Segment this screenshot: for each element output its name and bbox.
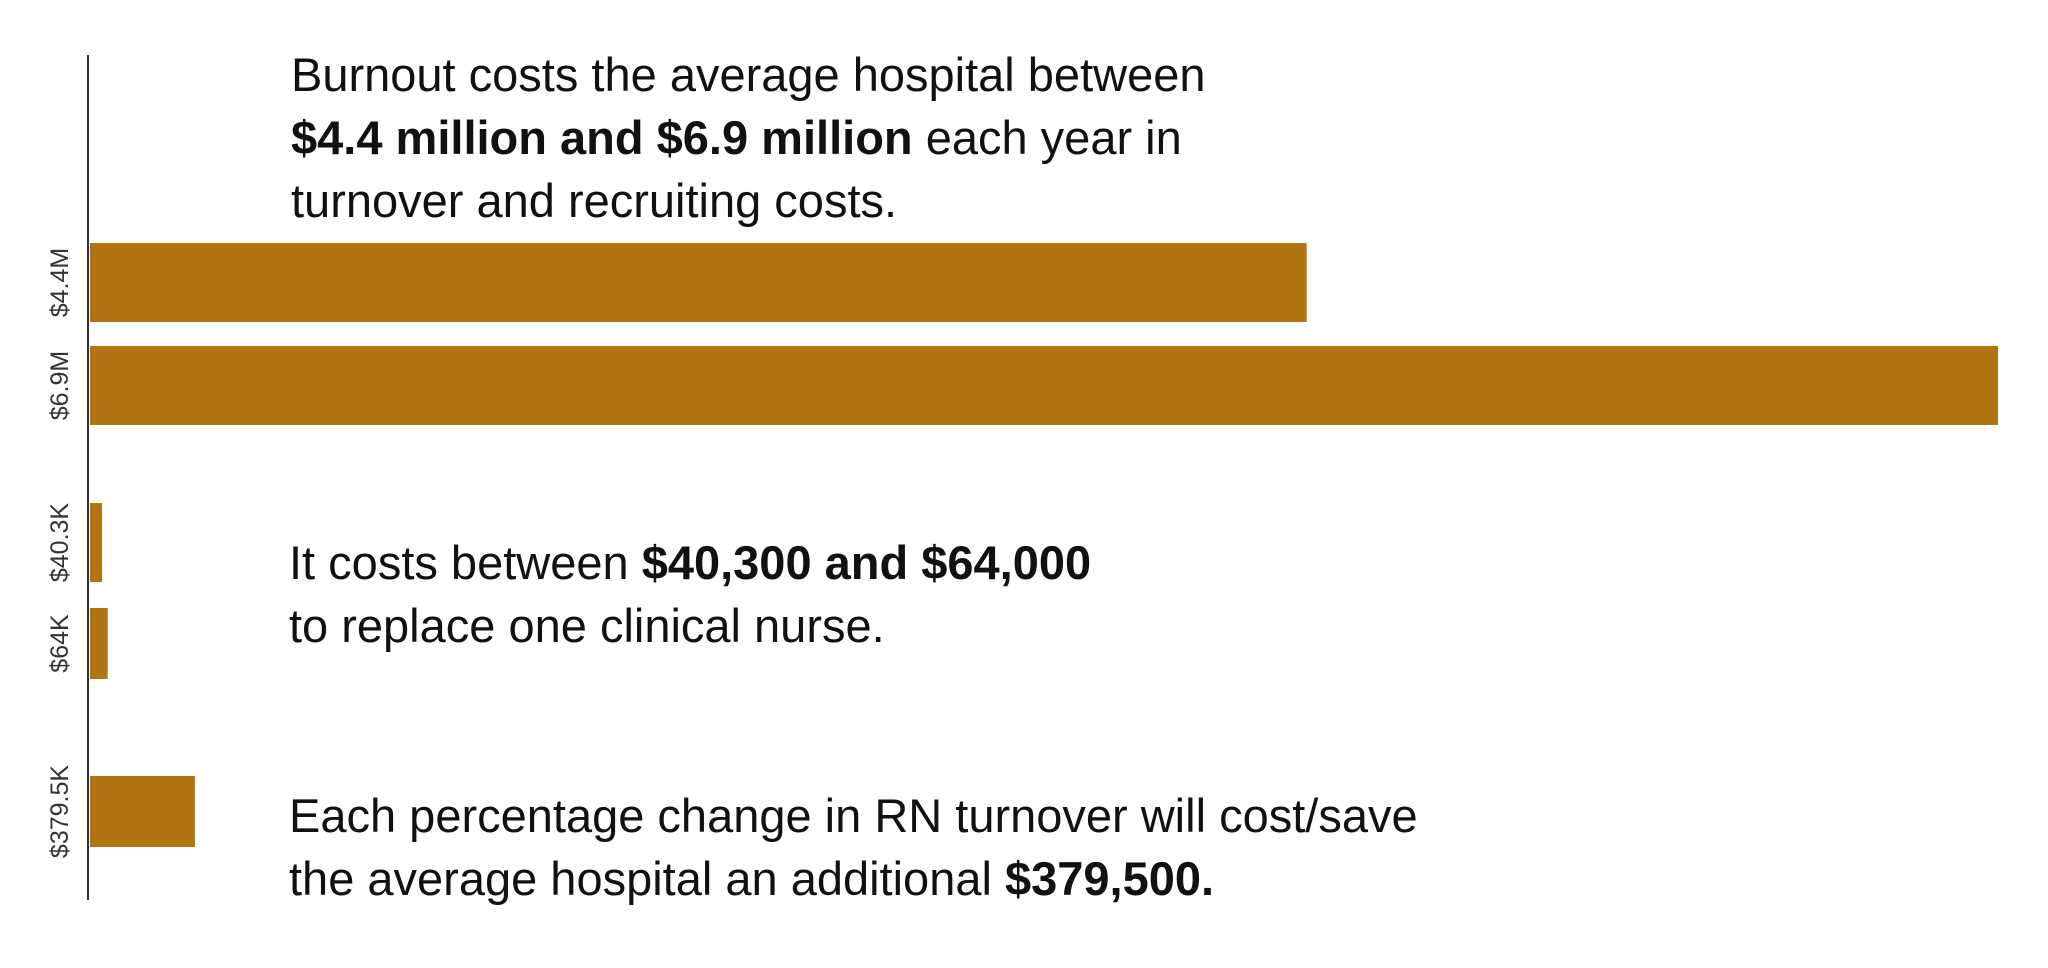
tick-label-2: $6.9M	[46, 351, 74, 420]
annotation-emphasis: $40,300 and $64,000	[641, 536, 1092, 589]
annotation-text: to replace one clinical nurse.	[289, 599, 885, 652]
bar-2	[90, 346, 1998, 425]
annotation-2: It costs between $40,300 and $64,000 to r…	[289, 531, 1091, 657]
annotation-line: the average hospital an additional $379,…	[289, 847, 1418, 910]
annotation-emphasis: $379,500.	[1004, 852, 1215, 905]
annotation-line: $4.4 million and $6.9 million each year …	[291, 106, 1205, 169]
annotation-3: Each percentage change in RN turnover wi…	[289, 784, 1418, 910]
annotation-text: Burnout costs the average hospital betwe…	[291, 48, 1206, 101]
annotation-text: It costs between	[289, 536, 642, 589]
annotation-emphasis: $4.4 million and $6.9 million	[291, 111, 913, 164]
annotation-line: turnover and recruiting costs.	[291, 169, 1205, 232]
annotation-text: turnover and recruiting costs.	[291, 174, 898, 227]
tick-label-3: $40.3K	[46, 503, 74, 583]
annotation-line: Each percentage change in RN turnover wi…	[289, 784, 1418, 847]
bar-1	[90, 243, 1307, 322]
tick-label-4: $64K	[46, 614, 74, 673]
tick-label-group: $4.4M $6.9M $40.3K $64K $379.5K	[46, 248, 74, 858]
annotation-1: Burnout costs the average hospital betwe…	[291, 43, 1205, 232]
annotation-text: the average hospital an additional	[289, 852, 1005, 905]
annotation-line: Burnout costs the average hospital betwe…	[291, 43, 1205, 106]
bar-5	[90, 776, 195, 847]
annotation-text: Each percentage change in RN turnover wi…	[289, 789, 1418, 842]
tick-label-1: $4.4M	[46, 248, 74, 317]
bar-3	[90, 503, 102, 582]
annotation-line: to replace one clinical nurse.	[289, 594, 1091, 657]
bar-group	[90, 243, 1998, 847]
annotation-text: each year in	[912, 111, 1182, 164]
annotation-line: It costs between $40,300 and $64,000	[289, 531, 1091, 594]
tick-label-5: $379.5K	[46, 765, 74, 858]
bar-4	[90, 608, 108, 679]
